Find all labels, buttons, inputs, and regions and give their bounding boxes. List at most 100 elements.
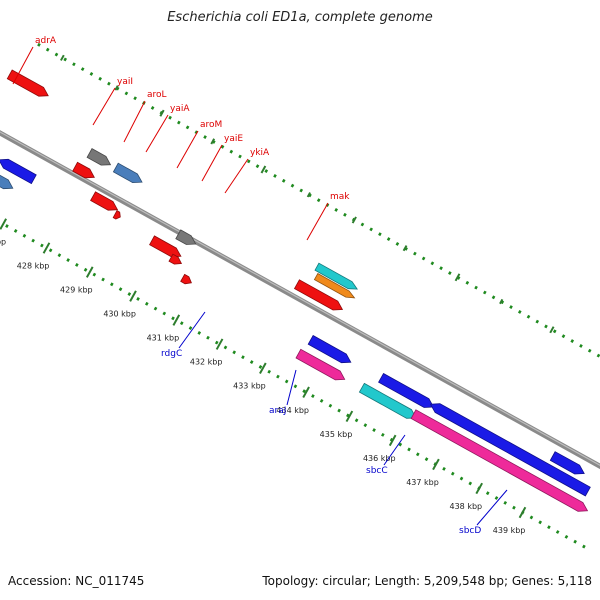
map-title: Escherichia coli ED1a, complete genome [167,10,433,25]
gc-track-upper [281,178,286,183]
gc-track-upper [343,212,347,217]
topology-stats-text: Topology: circular; Length: 5,209,548 bp… [262,574,592,588]
gene-feature-steel [112,162,143,184]
gc-track-lower [197,330,202,335]
backbone-line [0,130,600,470]
gene-leader-line [178,311,206,349]
gc-track-upper [54,52,59,57]
gc-track-upper [220,144,225,149]
gc-track-upper [413,251,417,256]
gc-track-upper [246,159,251,164]
gc-peak-mark [351,216,357,224]
gc-track-lower [101,277,105,282]
scale-tick [432,458,440,471]
gc-track-upper [168,115,172,120]
gc-track-upper [596,353,600,358]
gc-track-upper [561,334,566,339]
gc-peak-mark [454,273,461,282]
gene-leader-line [92,87,116,126]
gc-track-lower [363,423,368,428]
gc-track-lower [573,539,577,544]
gc-track-lower [188,326,193,330]
gc-track-lower [293,384,298,389]
gene-feature-red [293,279,344,311]
gc-track-upper [299,188,304,193]
gc-track-upper [238,154,242,159]
scale-tick-label: 427 kbp [0,237,6,246]
gc-track-upper [421,256,426,261]
gene-label: rdgC [161,349,182,359]
gene-leader-line [476,489,508,526]
gc-track-lower [232,350,237,355]
gc-track-lower [311,394,315,398]
gene-label: yaiA [170,104,190,114]
gc-track-lower [564,534,569,539]
gc-track-upper [430,261,435,266]
gc-track-upper [509,305,513,309]
gc-track-upper [185,125,190,130]
gc-track-lower [381,432,385,437]
scale-tick [518,506,527,519]
gc-track-upper [177,120,181,125]
gc-peak-mark [210,138,216,145]
gc-track-upper [89,72,94,76]
gc-track-lower [13,229,18,233]
gc-track-upper [369,227,373,232]
gc-track-upper [587,348,592,353]
gene-leader-line [12,46,34,85]
gc-track-lower [503,500,508,505]
gene-feature-magenta [295,348,346,381]
gc-track-lower [83,267,88,272]
gc-track-lower [284,379,289,384]
gc-track-upper [334,208,339,212]
gc-peak-mark [499,298,504,305]
gc-track-lower [372,428,376,432]
gc-track-lower [144,301,149,306]
scale-tick-label: 435 kbp [320,430,353,439]
gene-feature-blue [549,451,585,475]
gc-track-lower [459,476,464,481]
scale-tick [302,386,310,399]
gc-track-upper [72,62,76,67]
gc-track-lower [40,243,44,248]
gc-track-lower [31,238,35,243]
scale-tick-label: 437 kbp [406,478,439,487]
gc-track-lower [127,292,132,296]
gc-track-lower [267,369,272,374]
gc-track-lower [494,496,499,500]
gc-track-upper [133,96,137,101]
gc-track-lower [5,224,9,228]
scale-tick [259,362,267,374]
gc-track-upper [491,295,496,300]
gc-track-upper [229,149,234,154]
gene-label: adrA [35,36,57,46]
gc-track-lower [354,418,359,423]
gc-track-lower [337,408,341,413]
gc-track-lower [547,525,551,530]
gc-track-upper [448,271,452,275]
gene-leader-line [123,100,146,143]
gc-track-upper [290,183,295,188]
gc-track-lower [555,530,560,534]
gc-track-upper [264,169,269,174]
scale-tick [475,482,484,495]
gc-track-upper [579,343,583,348]
gc-track-upper [98,76,102,81]
gc-track-lower [171,316,175,321]
gc-peak-mark [114,85,119,91]
gc-track-lower [66,258,70,262]
gc-track-upper [378,232,382,237]
gc-track-upper [482,290,487,295]
scale-tick [172,314,181,326]
gc-track-lower [450,471,455,476]
gc-track-lower [57,253,62,258]
gc-track-lower [206,335,210,340]
gc-track-lower [179,321,184,326]
gene-feature-cyan [314,262,358,290]
scale-tick-label: 438 kbp [450,502,483,511]
gc-track-lower [75,263,79,267]
gc-track-upper [45,47,50,52]
scale-tick-label: 439 kbp [493,526,526,535]
gc-track-lower [442,466,446,471]
